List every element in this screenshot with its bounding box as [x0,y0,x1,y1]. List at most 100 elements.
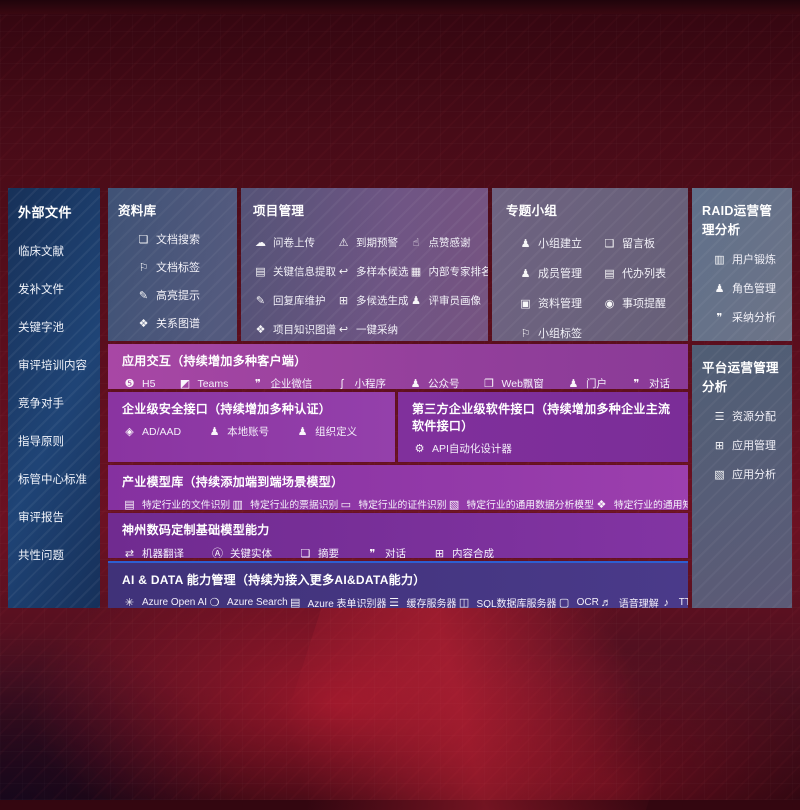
capability-item: Ⓐ 关键实体 [210,545,272,559]
ai-data-list: ✳ Azure Open AI ❍ Azure Search ▤ Azure 表单识别器 ☰… [122,595,688,609]
client-item-label: 公众号 [428,378,460,389]
platform-analysis-title: 平台运营管理分析 [702,361,779,394]
speech-icon: ♬ [600,596,612,609]
dialog-icon: ❞ [633,378,640,389]
auth-item: ◈ AD/AAD [122,425,182,439]
ai-data-panel: AI & DATA 能力管理（持续为接入更多AI&DATA能力） ✳ Azure … [108,561,688,608]
relation-graph-icon: ❖ [138,317,149,330]
data-library-title: 资料库 [118,204,157,218]
library-item: ❖ 关系图谱 [136,315,227,331]
project-item-label: 问卷上传 [273,237,315,249]
teams-icon: ◩ [179,378,191,389]
ai-service-item-label: 缓存服务器 [406,599,457,608]
auth-item-label: AD/AAD [142,425,182,438]
official-account-icon: ♟ [410,378,421,389]
ai-service-item-label: Azure Search [227,597,288,608]
project-item-label: 项目知识图谱 [273,324,336,336]
interface-item-label: API自动化设计器 [432,443,512,455]
member-manage-icon: ♟ [520,267,531,280]
analysis-item-label: 角色管理 [732,283,776,295]
app-analysis-icon: ▧ [714,468,725,481]
capability-item-label: 对话 [385,547,406,559]
ai-service-item: ☰ 缓存服务器 [387,595,457,608]
background-red-beam [255,600,715,810]
external-files-list: 临床文献 发补文件 关键字池 审评培训内容 竞争对手 指导原则 标管中心标准 审评报告 共性问题 [18,243,92,563]
raid-analysis-title: RAID运营管理分析 [702,204,773,237]
multi-sample-icon: ↩ [338,266,349,278]
ai-service-item-label: SQL数据库服务器 [476,599,557,608]
resource-alloc-icon: ☰ [714,410,725,423]
industry-models-panel: 产业模型库（持续添加端到端场景模型） ▤ 特定行业的文件识别 ▥ 特定行业的票据识别 ▭… [108,465,688,510]
external-files-panel: 外部文件 临床文献 发补文件 关键字池 审评培训内容 竞争对手 指导原则 标管中心标准 审评报… [8,188,100,608]
cloud-upload-icon: ☁ [255,237,266,249]
model-item: ▤ 特定行业的文件识别 [122,497,230,511]
auth-item-label: 组织定义 [315,426,358,438]
analysis-item-label: 资源分配 [732,411,776,423]
external-file-item-label: 发补文件 [18,284,64,296]
external-file-item-label: 标管中心标准 [18,474,87,486]
app-interaction-title: 应用交互（持续增加多种客户端） [122,354,307,368]
project-item-label: 评审员画像 [428,295,482,307]
mini-program-icon: ∫ [340,377,344,390]
model-item-label: 特定行业的票据识别 [250,500,339,510]
user-card-icon: ▥ [714,253,725,266]
security-interface-title: 企业级安全接口（持续增加多种认证） [122,402,332,416]
top-panels-row: 资料库 ❏文档搜索⚐文档标签✎高亮提示❖关系图谱❐文档分类 项目管理 ☁问卷上传… [108,188,688,341]
portal-icon: ♟ [568,378,579,389]
raid-analysis-list: ▥ 用户锻炼 ♟ 角色管理 ❞ 采纳分析 ↗ 问题趋势 [702,251,782,342]
topic-groups-columns: ♟ 小组建立 ♟ 成员管理 ▣ 资料管理 ⚐ 小组标签 ❑ 留言板 ▤ 代办列表 ◉ 事项提醒 [506,219,674,341]
receipt-recog-icon: ▥ [232,498,243,511]
ai-service-item: ▢ OCR [557,596,599,608]
external-file-item-label: 指导原则 [18,436,64,448]
topic-item: ♟ 成员管理 [518,265,590,281]
architecture-diagram: 外部文件 临床文献 发补文件 关键字池 审评培训内容 竞争对手 指导原则 标管中心标准 审评报… [8,188,792,608]
project-item: ☝ 点赞感谢 [409,235,489,250]
ai-service-item-label: TTS [678,597,688,608]
project-item-label: 多候选生成 [356,295,409,307]
library-item: ✎ 高亮提示 [136,287,227,303]
third-party-interface-title: 第三方企业级软件接口（持续增加多种企业主流软件接口） [412,402,671,433]
material-manage-icon: ▣ [520,297,531,310]
reviewer-portrait-icon: ♟ [411,295,421,307]
project-management-columns: ☁ 问卷上传 ▤ 关键信息提取 ✎ 回复库维护 ❖ 项目知识图谱 ⚠ 到期预警 ↩ 多样本候选 ⊞ 多候… [253,219,488,337]
openai-icon: ✳ [124,597,135,608]
data-library-list: ❏文档搜索⚐文档标签✎高亮提示❖关系图谱❐文档分类 [118,231,227,341]
app-interaction-list: ❺ H5 ◩ Teams ❞ 企业微信 ∫ 小程序 ♟ 公众号 ❐ Web飘窗 ♟ 门户 ❞ 对话 [122,376,676,390]
library-item-label: 文档标签 [156,262,200,274]
library-item: ⚐ 文档标签 [136,259,227,275]
project-item-label: 点赞感谢 [428,237,471,249]
reminder-bell-icon: ◉ [604,297,615,310]
analysis-item: ⊞ 应用管理 [712,437,782,453]
translate-icon: ⇄ [124,547,135,559]
topic-item-label: 代办列表 [622,268,666,280]
center-column: 资料库 ❏文档搜索⚐文档标签✎高亮提示❖关系图谱❐文档分类 项目管理 ☁问卷上传… [108,188,688,608]
ai-service-item-label: 语音理解 [618,599,659,608]
local-account-icon: ♟ [209,426,220,438]
security-interface-list: ◈ AD/AAD ♟ 本地账号 ♟ 组织定义 [122,424,383,439]
model-item-label: 特定行业的证件识别 [358,500,447,510]
ai-service-item-label: Azure 表单识别器 [307,599,387,608]
interfaces-row: 企业级安全接口（持续增加多种认证） ◈ AD/AAD ♟ 本地账号 ♟ 组织定义 第三方企… [108,392,688,462]
client-item-label: 企业微信 [270,378,313,389]
topic-item-label: 小组建立 [538,238,582,250]
external-file-item: 标管中心标准 [18,471,92,487]
topic-item: ❑ 留言板 [602,235,674,251]
model-item-label: 特定行业的通用知识图谱模型 [613,500,688,510]
library-item-label: 高亮提示 [156,290,200,302]
client-item: ❐ Web飘窗 [482,376,544,389]
doc-search-icon: ❏ [138,233,149,246]
analysis-item-label: 用户锻炼 [732,254,776,266]
highlight-icon: ✎ [138,289,149,302]
capability-item: ⊞ 内容合成 [432,546,494,559]
client-item-label: 门户 [585,378,607,389]
external-file-item-label: 共性问题 [18,550,64,562]
analysis-item: ♟ 角色管理 [712,280,782,296]
client-item: ◩ Teams [177,377,229,390]
api-designer-icon: ⚙ [414,443,425,455]
model-item-label: 特定行业的通用数据分析模型 [466,500,594,510]
ai-service-item: ✳ Azure Open AI [122,596,207,608]
capability-item-label: 机器翻译 [142,547,184,559]
third-party-interface-list: ⚙ API自动化设计器 [412,441,676,456]
project-item-label: 关键信息提取 [273,266,336,278]
analysis-item: ▧ 应用分析 [712,466,782,482]
